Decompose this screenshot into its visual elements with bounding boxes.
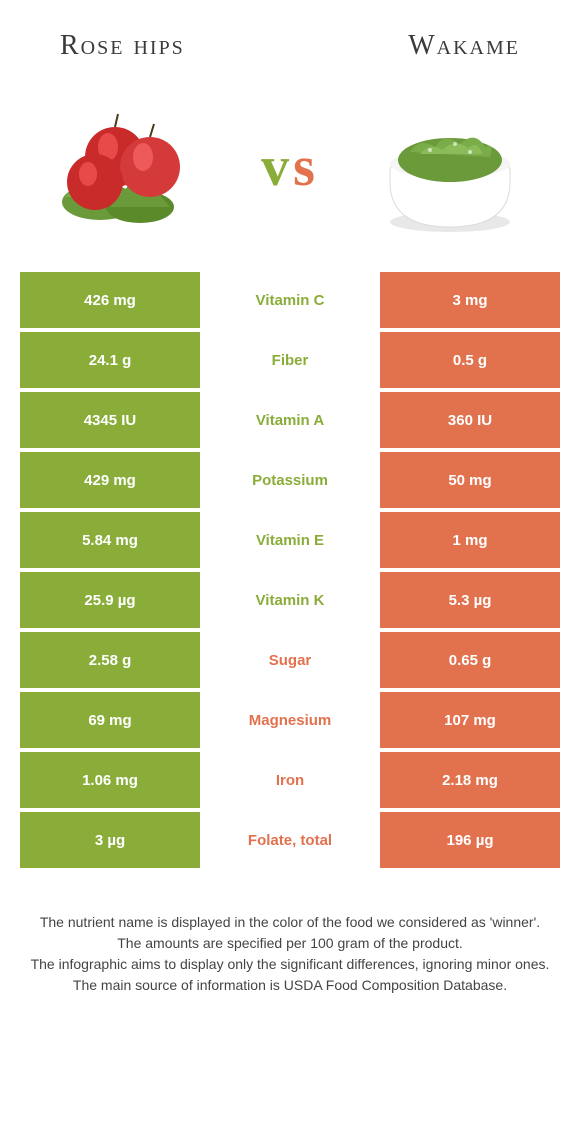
vs-s: s: [293, 136, 319, 198]
header-titles: Rose hips Wakame: [0, 0, 580, 82]
value-right: 2.18 mg: [380, 752, 560, 808]
footer-line: The main source of information is USDA F…: [30, 975, 550, 996]
footer-line: The infographic aims to display only the…: [30, 954, 550, 975]
vs-label: vs: [261, 135, 319, 199]
table-row: 3 µgFolate, total196 µg: [20, 812, 560, 868]
footer-notes: The nutrient name is displayed in the co…: [0, 872, 580, 996]
table-row: 25.9 µgVitamin K5.3 µg: [20, 572, 560, 628]
table-row: 426 mgVitamin C3 mg: [20, 272, 560, 328]
value-right: 360 IU: [380, 392, 560, 448]
footer-line: The amounts are specified per 100 gram o…: [30, 933, 550, 954]
value-left: 2.58 g: [20, 632, 200, 688]
value-right: 0.65 g: [380, 632, 560, 688]
food1-title: Rose hips: [60, 30, 185, 62]
table-row: 24.1 gFiber0.5 g: [20, 332, 560, 388]
value-left: 5.84 mg: [20, 512, 200, 568]
value-left: 24.1 g: [20, 332, 200, 388]
nutrient-label: Magnesium: [200, 692, 380, 748]
nutrient-label: Sugar: [200, 632, 380, 688]
value-left: 426 mg: [20, 272, 200, 328]
table-row: 5.84 mgVitamin E1 mg: [20, 512, 560, 568]
value-left: 69 mg: [20, 692, 200, 748]
rose-hips-illustration: [40, 92, 220, 242]
table-row: 1.06 mgIron2.18 mg: [20, 752, 560, 808]
nutrient-label: Vitamin A: [200, 392, 380, 448]
value-right: 5.3 µg: [380, 572, 560, 628]
value-left: 25.9 µg: [20, 572, 200, 628]
table-row: 2.58 gSugar0.65 g: [20, 632, 560, 688]
nutrient-label: Vitamin E: [200, 512, 380, 568]
nutrient-label: Fiber: [200, 332, 380, 388]
vs-v: v: [261, 136, 293, 198]
value-left: 1.06 mg: [20, 752, 200, 808]
comparison-table: 426 mgVitamin C3 mg24.1 gFiber0.5 g4345 …: [20, 272, 560, 868]
value-right: 107 mg: [380, 692, 560, 748]
nutrient-label: Vitamin C: [200, 272, 380, 328]
value-left: 429 mg: [20, 452, 200, 508]
footer-line: The nutrient name is displayed in the co…: [30, 912, 550, 933]
food2-title: Wakame: [408, 30, 520, 62]
value-left: 4345 IU: [20, 392, 200, 448]
nutrient-label: Folate, total: [200, 812, 380, 868]
value-right: 0.5 g: [380, 332, 560, 388]
nutrient-label: Potassium: [200, 452, 380, 508]
value-right: 3 mg: [380, 272, 560, 328]
table-row: 429 mgPotassium50 mg: [20, 452, 560, 508]
value-left: 3 µg: [20, 812, 200, 868]
value-right: 50 mg: [380, 452, 560, 508]
table-row: 69 mgMagnesium107 mg: [20, 692, 560, 748]
vs-row: vs: [0, 82, 580, 272]
wakame-illustration: [360, 92, 540, 242]
nutrient-label: Vitamin K: [200, 572, 380, 628]
value-right: 196 µg: [380, 812, 560, 868]
table-row: 4345 IUVitamin A360 IU: [20, 392, 560, 448]
nutrient-label: Iron: [200, 752, 380, 808]
value-right: 1 mg: [380, 512, 560, 568]
